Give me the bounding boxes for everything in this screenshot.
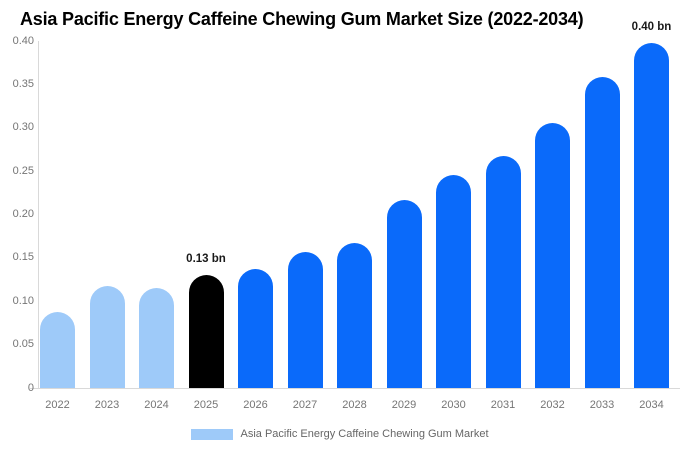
x-tick-label: 2027: [292, 399, 318, 411]
y-tick-label: 0.35: [12, 77, 34, 90]
y-tick-label: 0.30: [12, 121, 34, 134]
legend: Asia Pacific Energy Caffeine Chewing Gum…: [0, 425, 680, 443]
x-tick-label: 2031: [490, 399, 516, 411]
x-tick-label: 2029: [391, 399, 417, 411]
value-annotation-2034: 0.40 bn: [631, 20, 672, 33]
bar-2027: [287, 251, 323, 388]
y-tick-label: 0.25: [12, 164, 34, 177]
x-tick-label: 2028: [342, 399, 367, 411]
bar-2028: [337, 243, 372, 388]
x-tick-label: 2034: [639, 399, 664, 411]
legend-label: Asia Pacific Energy Caffeine Chewing Gum…: [240, 428, 489, 440]
bar-2030: [436, 174, 471, 388]
y-tick-label: 0: [27, 381, 34, 394]
bar-2032: [535, 122, 570, 388]
y-tick-label: 0.10: [12, 294, 34, 307]
y-axis-line: [38, 41, 39, 388]
bar-2034: [634, 42, 669, 388]
y-tick-label: 0.20: [12, 208, 34, 220]
x-tick-label: 2022: [45, 399, 70, 411]
y-tick-label: 0.15: [12, 251, 34, 264]
x-tick-label: 2023: [94, 399, 120, 411]
bar-2033: [584, 77, 620, 388]
x-tick-label: 2025: [193, 399, 219, 411]
bar-2029: [386, 199, 422, 388]
x-tick-label: 2024: [144, 399, 169, 411]
bar-2024: [139, 288, 174, 388]
x-axis-line: [30, 388, 680, 389]
chart-title: Asia Pacific Energy Caffeine Chewing Gum…: [20, 9, 584, 29]
y-tick-label: 0.05: [12, 338, 34, 351]
bar-2026: [238, 269, 273, 388]
value-annotation-2025: 0.13 bn: [186, 253, 226, 266]
bar-2023: [89, 285, 125, 388]
x-tick-label: 2032: [540, 399, 565, 411]
legend-swatch: [191, 428, 234, 440]
x-tick-label: 2026: [243, 399, 268, 411]
x-tick-label: 2030: [441, 399, 466, 411]
bar-2031: [485, 156, 521, 388]
bar-2022: [40, 311, 75, 388]
x-tick-label: 2033: [589, 399, 615, 411]
y-tick-label: 0.40: [12, 34, 34, 47]
bar-2025: [188, 275, 224, 388]
